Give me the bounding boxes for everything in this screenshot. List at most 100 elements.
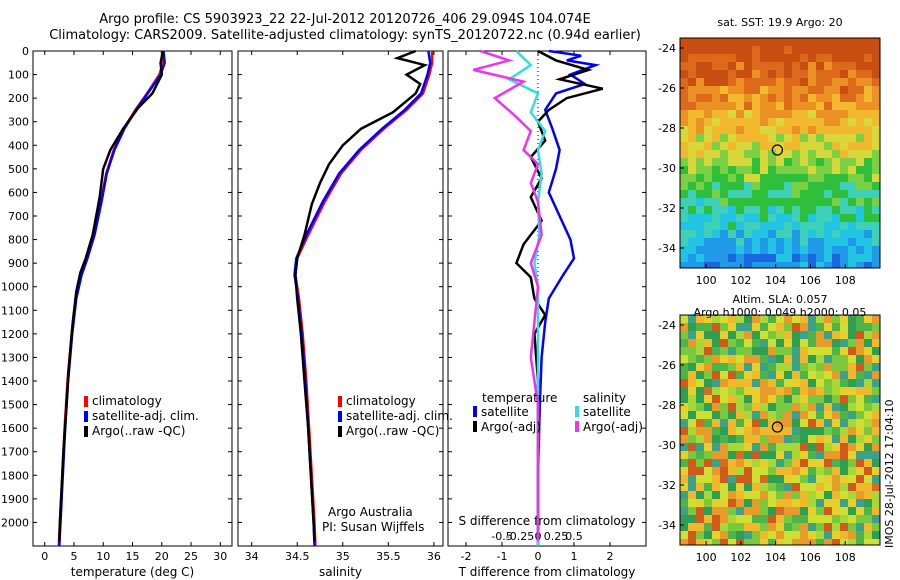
map-x-tick-label: 102 [730, 551, 751, 564]
map-cell [824, 443, 832, 451]
map-cell [792, 475, 800, 483]
map-cell [696, 515, 704, 523]
map-cell [864, 214, 872, 222]
map-cell [848, 467, 856, 475]
map-cell [736, 110, 744, 118]
map-cell [744, 379, 752, 387]
map-cell [856, 483, 864, 491]
map-cell [792, 134, 800, 142]
map-cell [800, 158, 808, 166]
map-cell [856, 182, 864, 190]
map-cell [680, 499, 688, 507]
map-cell [872, 411, 880, 419]
map-cell [856, 443, 864, 451]
map-cell [824, 363, 832, 371]
map-cell [856, 206, 864, 214]
map-cell [800, 118, 808, 126]
map-cell [848, 174, 856, 182]
legend-swatch [473, 406, 477, 417]
map-cell [728, 443, 736, 451]
map-cell [864, 475, 872, 483]
map-cell [760, 158, 768, 166]
map-cell [776, 387, 784, 395]
map-cell [856, 435, 864, 443]
map-cell [680, 166, 688, 174]
map-cell [760, 94, 768, 102]
map-x-tick-label: 102 [730, 274, 751, 287]
map-cell [784, 134, 792, 142]
map-cell [688, 523, 696, 531]
legend-label: satellite-adj. clim. [346, 409, 453, 423]
map-cell [800, 483, 808, 491]
map-cell [752, 347, 760, 355]
map-cell [688, 182, 696, 190]
map-cell [744, 435, 752, 443]
map-cell [760, 539, 768, 545]
map-cell [872, 531, 880, 539]
map-cell [808, 387, 816, 395]
map-cell [840, 62, 848, 70]
map-cell [760, 411, 768, 419]
map-cell [728, 110, 736, 118]
sdiff-axis-label: S difference from climatology [459, 514, 636, 528]
map-cell [864, 206, 872, 214]
map-cell [752, 182, 760, 190]
map-cell [832, 62, 840, 70]
map-cell [736, 182, 744, 190]
map-cell [800, 323, 808, 331]
map-cell [824, 158, 832, 166]
map-cell [848, 499, 856, 507]
map-cell [736, 166, 744, 174]
map-cell [872, 507, 880, 515]
map-cell [728, 371, 736, 379]
map-cell [832, 86, 840, 94]
map-cell [752, 222, 760, 230]
map-cell [728, 459, 736, 467]
map-cell [832, 238, 840, 246]
map-cell [776, 355, 784, 363]
map-cell [872, 451, 880, 459]
map-cell [704, 150, 712, 158]
map-cell [728, 246, 736, 254]
map-cell [808, 435, 816, 443]
map-cell [824, 515, 832, 523]
map-cell [680, 419, 688, 427]
map-cell [776, 363, 784, 371]
map-cell [800, 206, 808, 214]
map-cell [864, 70, 872, 78]
map-cell [776, 523, 784, 531]
map-cell [752, 110, 760, 118]
map-cell [688, 515, 696, 523]
map-cell [784, 491, 792, 499]
map-cell [824, 86, 832, 94]
map-cell [688, 174, 696, 182]
map-cell [848, 419, 856, 427]
figure-title-line2: Climatology: CARS2009. Satellite-adjuste… [49, 28, 641, 43]
map-cell [768, 134, 776, 142]
map-cell [696, 246, 704, 254]
map-cell [712, 230, 720, 238]
map-cell [696, 419, 704, 427]
map-cell [824, 507, 832, 515]
map-cell [736, 46, 744, 54]
map-cell [824, 411, 832, 419]
map-cell [832, 411, 840, 419]
map-cell [776, 62, 784, 70]
map-cell [712, 427, 720, 435]
map-cell [704, 166, 712, 174]
map-cell [776, 118, 784, 126]
map-cell [712, 214, 720, 222]
map-cell [728, 262, 736, 268]
map-cell [816, 331, 824, 339]
map-cell [872, 222, 880, 230]
map-cell [800, 182, 808, 190]
map-cell [688, 427, 696, 435]
map-cell [800, 166, 808, 174]
map-cell [728, 339, 736, 347]
map-cell [824, 323, 832, 331]
map-cell [712, 102, 720, 110]
map-cell [688, 539, 696, 545]
map-cell [712, 403, 720, 411]
map-cell [768, 523, 776, 531]
map-cell [704, 515, 712, 523]
